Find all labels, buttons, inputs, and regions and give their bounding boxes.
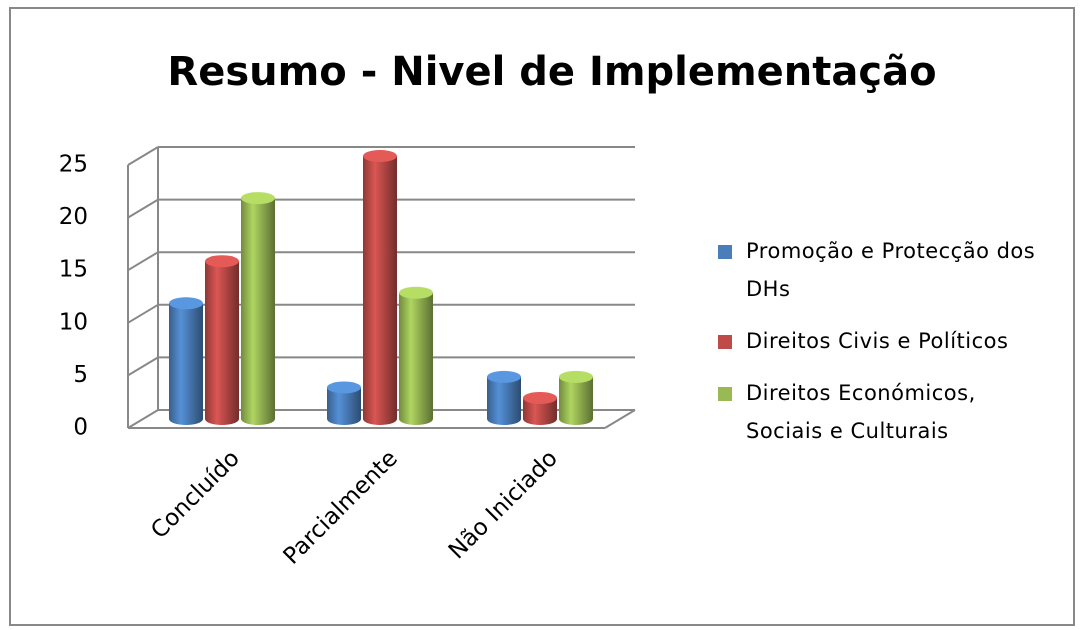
- legend-item: Direitos Civis e Políticos: [718, 322, 1048, 360]
- y-tick-label: 20: [59, 204, 88, 230]
- bar: [487, 376, 521, 425]
- y-tick-label: 10: [59, 309, 88, 335]
- bar: [523, 397, 557, 425]
- bar-top: [487, 370, 521, 383]
- bar-top: [523, 391, 557, 404]
- y-tick-label: 5: [73, 362, 88, 388]
- axis-line: [604, 409, 636, 429]
- bar-top: [241, 192, 275, 205]
- legend-item: Promoção e Protecção dos DHs: [718, 232, 1048, 308]
- legend-label: Promoção e Protecção dos DHs: [746, 239, 1036, 301]
- grid-line: [127, 146, 159, 166]
- y-tick-label: 15: [59, 257, 88, 283]
- bar-top: [559, 370, 593, 383]
- grid-line: [127, 251, 159, 272]
- bar: [205, 261, 239, 425]
- legend-swatch: [718, 335, 732, 349]
- grid-line: [127, 198, 159, 219]
- bar: [241, 198, 275, 425]
- legend-label: Direitos Económicos, Sociais e Culturais: [746, 381, 976, 443]
- bar-top: [327, 381, 361, 394]
- legend-item: Direitos Económicos, Sociais e Culturais: [718, 374, 1048, 450]
- bar: [363, 156, 397, 425]
- bar-top: [169, 297, 203, 310]
- bar: [169, 303, 203, 425]
- y-tick-label: 25: [59, 152, 88, 178]
- bar-top: [205, 255, 239, 268]
- chart-title: Resumo - Nivel de Implementação: [167, 49, 936, 95]
- legend: Promoção e Protecção dos DHs Direitos Civ…: [718, 232, 1048, 464]
- bar: [399, 292, 433, 425]
- legend-swatch: [718, 387, 732, 401]
- grid-line: [127, 409, 159, 429]
- bar: [327, 387, 361, 425]
- legend-swatch: [718, 245, 732, 259]
- grid-line: [127, 303, 159, 324]
- legend-label: Direitos Civis e Políticos: [746, 329, 1009, 353]
- grid-line: [127, 356, 159, 377]
- bar-top: [363, 150, 397, 162]
- bar-top: [399, 286, 433, 299]
- y-tick-label: 0: [73, 415, 88, 441]
- bar: [559, 376, 593, 425]
